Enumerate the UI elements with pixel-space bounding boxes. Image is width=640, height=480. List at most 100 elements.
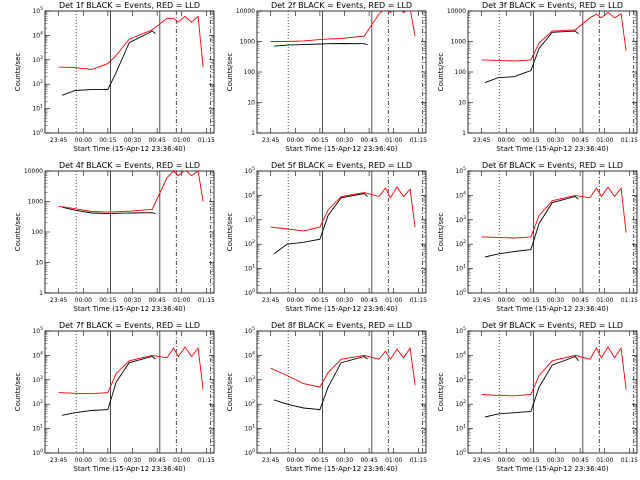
- y-tick-label: 103: [244, 375, 255, 384]
- y-tick-label: 100: [32, 229, 44, 236]
- x-tick-label: 01:15: [198, 457, 215, 464]
- panel-4: Det 4f BLACK = Events, RED = LLD 1 10 100 10…: [14, 161, 215, 313]
- series-lld: [58, 15, 204, 70]
- panel-title: Det 1f BLACK = Events, RED = LLD: [59, 1, 200, 10]
- x-tick-label: 01:15: [198, 297, 215, 304]
- y-tick-label: 1: [462, 130, 466, 137]
- x-tick-label: 00:15: [522, 137, 539, 144]
- panel-6: Det 6f BLACK = Events, RED = LLD 100 101 10…: [437, 161, 638, 313]
- x-tick-label: 01:00: [385, 457, 402, 464]
- y-tick-label: 105: [244, 326, 255, 335]
- panel-title: Det 4f BLACK = Events, RED = LLD: [59, 161, 200, 170]
- y-axis-label: Counts/sec: [437, 373, 445, 412]
- series-events: [61, 30, 156, 96]
- y-tick-label: 10: [247, 100, 255, 107]
- y-tick-label: 102: [32, 79, 43, 88]
- x-tick-label: 00:00: [498, 137, 515, 144]
- x-tick-label: 23:45: [473, 137, 490, 144]
- y-tick-label: 100: [455, 448, 466, 457]
- series-lld: [270, 186, 416, 232]
- y-tick-label: 10000: [447, 8, 466, 15]
- plot-frame: [467, 10, 638, 134]
- y-tick-label: 105: [455, 166, 466, 175]
- y-axis-label: Counts/sec: [14, 373, 22, 412]
- x-tick-label: 00:30: [124, 297, 141, 304]
- x-tick-label: 00:00: [498, 297, 515, 304]
- x-tick-label: 00:00: [498, 457, 515, 464]
- y-axis-label: Counts/sec: [226, 213, 234, 252]
- y-tick-label: 105: [455, 326, 466, 335]
- y-tick-label: 101: [32, 104, 43, 113]
- x-tick-label: 00:30: [336, 457, 353, 464]
- plot-frame: [44, 330, 215, 454]
- x-axis-label: Start Time (15-Apr-12 23:36:40): [73, 145, 185, 153]
- y-tick-label: 1: [39, 290, 43, 297]
- panel-title: Det 2f BLACK = Events, RED = LLD: [271, 1, 412, 10]
- x-tick-label: 00:00: [75, 297, 92, 304]
- x-tick-label: 23:45: [262, 457, 279, 464]
- x-tick-label: 00:30: [336, 137, 353, 144]
- x-tick-label: 01:15: [410, 297, 427, 304]
- plot-frame: [44, 10, 215, 134]
- x-axis-label: Start Time (15-Apr-12 23:36:40): [73, 465, 185, 473]
- y-tick-label: 102: [244, 399, 255, 408]
- y-tick-label: 104: [244, 350, 255, 359]
- y-axis-label: Counts/sec: [14, 213, 22, 252]
- y-tick-label: 100: [244, 69, 256, 76]
- y-tick-label: 102: [455, 399, 466, 408]
- y-tick-label: 100: [32, 448, 43, 457]
- y-tick-label: 102: [244, 239, 255, 248]
- panel-title: Det 8f BLACK = Events, RED = LLD: [271, 321, 412, 330]
- x-tick-label: 00:15: [99, 297, 116, 304]
- y-axis-label: Counts/sec: [14, 53, 22, 92]
- panel-1: Det 1f BLACK = Events, RED = LLD 100 101 10…: [14, 1, 215, 153]
- x-tick-label: 23:45: [262, 297, 279, 304]
- y-tick-label: 100: [455, 288, 466, 297]
- x-axis-label: Start Time (15-Apr-12 23:36:40): [496, 145, 608, 153]
- x-tick-label: 00:45: [360, 297, 377, 304]
- y-tick-label: 104: [455, 350, 466, 359]
- panel-title: Det 6f BLACK = Events, RED = LLD: [482, 161, 623, 170]
- x-tick-label: 00:30: [336, 297, 353, 304]
- y-tick-label: 103: [455, 215, 466, 224]
- x-tick-label: 01:00: [173, 457, 190, 464]
- y-tick-label: 10: [458, 100, 466, 107]
- x-tick-label: 00:00: [287, 457, 304, 464]
- x-tick-label: 23:45: [473, 457, 490, 464]
- x-tick-label: 01:15: [410, 137, 427, 144]
- x-tick-label: 00:45: [571, 137, 588, 144]
- series-events: [484, 355, 579, 418]
- x-tick-label: 00:45: [571, 297, 588, 304]
- y-tick-label: 101: [244, 264, 255, 273]
- panel-title: Det 3f BLACK = Events, RED = LLD: [482, 1, 623, 10]
- series-events: [484, 30, 579, 84]
- plot-frame: [44, 170, 215, 294]
- plot-frame: [467, 330, 638, 454]
- y-axis-label: Counts/sec: [226, 53, 234, 92]
- series-lld: [481, 186, 627, 239]
- y-tick-label: 102: [32, 399, 43, 408]
- x-tick-label: 01:00: [596, 137, 613, 144]
- y-tick-label: 104: [32, 350, 43, 359]
- x-tick-label: 00:45: [571, 457, 588, 464]
- y-tick-label: 101: [455, 264, 466, 273]
- x-tick-label: 00:15: [311, 137, 328, 144]
- x-tick-label: 01:15: [621, 137, 638, 144]
- series-events: [484, 196, 579, 258]
- y-tick-label: 104: [455, 190, 466, 199]
- x-tick-label: 00:15: [522, 457, 539, 464]
- x-axis-label: Start Time (15-Apr-12 23:36:40): [73, 305, 185, 313]
- x-tick-label: 01:00: [173, 297, 190, 304]
- x-tick-label: 00:45: [148, 297, 165, 304]
- y-tick-label: 103: [244, 215, 255, 224]
- x-tick-label: 00:30: [547, 297, 564, 304]
- x-tick-label: 00:00: [75, 457, 92, 464]
- x-tick-label: 01:15: [621, 297, 638, 304]
- x-tick-label: 00:45: [148, 137, 165, 144]
- x-axis-label: Start Time (15-Apr-12 23:36:40): [496, 465, 608, 473]
- series-lld: [270, 11, 416, 42]
- x-axis-label: Start Time (15-Apr-12 23:36:40): [285, 305, 397, 313]
- panel-title: Det 7f BLACK = Events, RED = LLD: [59, 321, 200, 330]
- series-events: [273, 193, 368, 255]
